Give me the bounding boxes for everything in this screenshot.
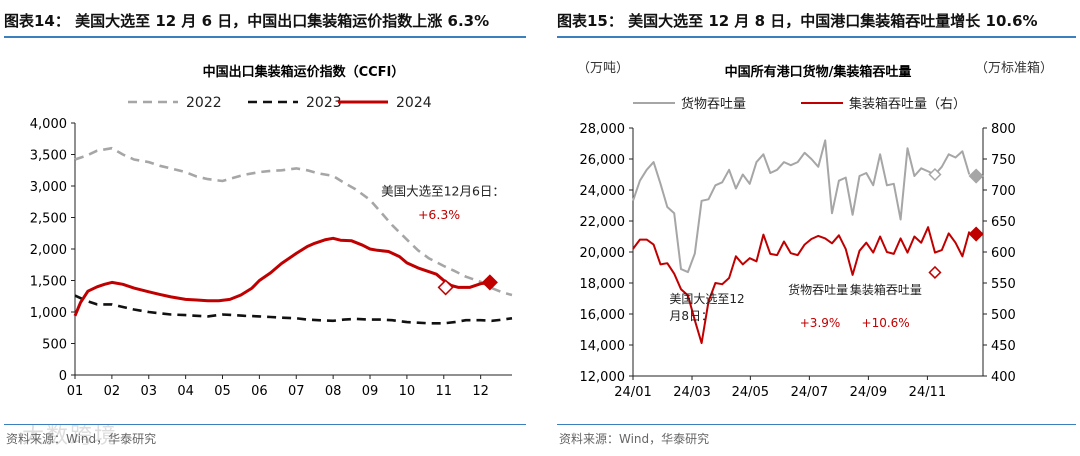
annotation-0: 美国大选至12月6日： — [381, 183, 505, 198]
legend-label-2022: 2022 — [186, 95, 222, 111]
annotation-4: +3.9% — [800, 316, 841, 330]
source-left: 资料来源：Wind，华泰研究 — [6, 432, 157, 446]
x-tick-label: 09 — [362, 384, 379, 399]
y-tick-label: 1,000 — [30, 306, 67, 321]
x-tick-label: 08 — [325, 384, 342, 399]
series-line-2023 — [74, 294, 513, 325]
x-tick-label: 24/09 — [850, 385, 887, 400]
y-axis-left-unit: （万吨） — [577, 61, 629, 76]
marker-hollow-diamond — [928, 265, 942, 280]
series-line-2024 — [73, 236, 491, 317]
y-axis-right-unit: （万标准箱） — [975, 60, 1053, 76]
figure-title-left: 图表14： 美国大选至 12 月 6 日，中国出口集装箱运价指数上涨 6.3% — [4, 6, 526, 38]
y-tick-label: 3,000 — [30, 180, 67, 195]
source-right: 资料来源：Wind，华泰研究 — [559, 432, 710, 446]
y-left-tick-label: 28,000 — [580, 122, 626, 137]
marker-hollow-diamond — [928, 167, 942, 182]
x-tick-label: 01 — [67, 384, 84, 399]
y-right-tick-label: 750 — [991, 153, 1016, 168]
annotation-0: 美国大选至12 — [669, 292, 744, 306]
annotation-2: 货物吞吐量 — [788, 282, 848, 297]
y-left-tick-label: 16,000 — [580, 308, 626, 323]
y-tick-label: 500 — [42, 338, 67, 353]
y-right-tick-label: 600 — [991, 246, 1016, 261]
series-line-container — [632, 226, 971, 345]
y-tick-label: 2,000 — [30, 243, 67, 258]
panel-right-port: 图表15： 美国大选至 12 月 8 日，中国港口集装箱吞吐量增长 10.6% … — [553, 0, 1080, 456]
y-tick-label: 4,000 — [30, 117, 67, 132]
y-right-tick-label: 500 — [991, 308, 1016, 323]
legend-label-container: 集装箱吞吐量（右） — [849, 96, 966, 112]
y-left-tick-label: 12,000 — [580, 370, 626, 385]
y-tick-label: 2,500 — [30, 212, 67, 227]
legend-label-2024: 2024 — [396, 95, 432, 111]
x-tick-label: 10 — [399, 384, 416, 399]
x-tick-label: 04 — [177, 384, 194, 399]
legend-label-2023: 2023 — [306, 95, 342, 111]
x-tick-label: 03 — [140, 384, 157, 399]
chart-ccfi: 中国出口集装箱运价指数（CCFI） 2022 2023 2024 0 500 1,000 1,… — [30, 64, 513, 399]
y-left-tick-label: 14,000 — [580, 339, 626, 354]
x-tick-label: 07 — [288, 384, 305, 399]
y-left-tick-label: 24,000 — [580, 184, 626, 199]
bottom-rule-left — [4, 424, 526, 425]
x-tick-label: 02 — [104, 384, 121, 399]
x-tick-label: 24/03 — [673, 385, 710, 400]
y-left-tick-label: 22,000 — [580, 215, 626, 230]
legend-label-cargo: 货物吞吐量 — [681, 96, 746, 112]
y-right-tick-label: 700 — [991, 184, 1016, 199]
marker-hollow-diamond — [437, 279, 454, 296]
y-tick-label: 0 — [59, 369, 67, 384]
y-left-tick-label: 20,000 — [580, 246, 626, 261]
x-tick-label: 12 — [472, 384, 489, 399]
y-right-tick-label: 650 — [991, 215, 1016, 230]
chart-title: 中国所有港口货物/集装箱吞吐量 — [725, 64, 912, 80]
x-tick-label: 24/07 — [791, 385, 828, 400]
chart-port-throughput: 中国所有港口货物/集装箱吞吐量 （万吨） （万标准箱） 货物吞吐量 集装箱吞吐量（右） 1… — [577, 60, 1053, 400]
y-right-tick-label: 450 — [991, 339, 1016, 354]
y-left-tick-label: 26,000 — [580, 153, 626, 168]
bottom-rule-right — [557, 424, 1076, 425]
annotation-3: 集装箱吞吐量 — [850, 282, 922, 297]
y-right-tick-label: 800 — [991, 122, 1016, 137]
x-tick-label: 24/11 — [909, 385, 946, 400]
y-right-tick-label: 550 — [991, 277, 1016, 292]
x-tick-label: 11 — [436, 384, 453, 399]
y-right-tick-label: 400 — [991, 370, 1016, 385]
annotation-1: +6.3% — [418, 207, 460, 222]
x-tick-label: 24/01 — [614, 385, 651, 400]
series-line-2022 — [74, 146, 513, 297]
marker-filled-diamond — [481, 274, 498, 291]
series-line-cargo — [632, 139, 971, 274]
marker-filled-diamond — [968, 168, 984, 184]
y-left-tick-label: 18,000 — [580, 277, 626, 292]
panel-left-ccfi: 图表14： 美国大选至 12 月 6 日，中国出口集装箱运价指数上涨 6.3% … — [0, 0, 530, 456]
figure-title-right: 图表15： 美国大选至 12 月 8 日，中国港口集装箱吞吐量增长 10.6% — [557, 6, 1076, 38]
annotation-1: 月8日： — [669, 309, 713, 323]
y-tick-label: 1,500 — [30, 275, 67, 290]
annotation-5: +10.6% — [862, 316, 910, 330]
x-tick-label: 06 — [251, 384, 268, 399]
x-tick-label: 05 — [214, 384, 231, 399]
x-tick-label: 24/05 — [732, 385, 769, 400]
chart-title: 中国出口集装箱运价指数（CCFI） — [203, 64, 405, 80]
marker-filled-diamond — [968, 226, 984, 242]
y-tick-label: 3,500 — [30, 149, 67, 164]
watermark: 大数跨境 — [22, 424, 119, 449]
